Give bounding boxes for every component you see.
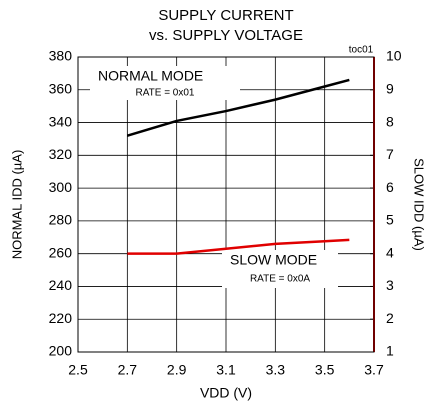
y-tick-label: 300 (49, 179, 73, 195)
y2-tick-label: 8 (386, 113, 394, 129)
annotation: RATE = 0x01 (135, 88, 194, 99)
x-tick-label: 3.7 (364, 362, 384, 378)
x-tick-label: 3.1 (216, 362, 236, 378)
y2-tick-label: 9 (386, 80, 394, 96)
series-line (126, 78, 350, 137)
chart-title: vs. SUPPLY VOLTAGE (149, 27, 303, 44)
y2-tick-label: 4 (386, 244, 394, 260)
y-tick-label: 380 (49, 48, 73, 64)
x-axis-label: VDD (V) (200, 385, 252, 401)
y-axis-label: NORMAL IDD (µA) (9, 150, 24, 260)
y-tick-label: 280 (49, 212, 73, 228)
chart-title: SUPPLY CURRENT (158, 7, 293, 24)
y2-tick-label: 10 (386, 48, 402, 64)
y-tick-label: 340 (49, 113, 73, 129)
x-tick-label: 3.5 (315, 362, 335, 378)
annotation: toc01 (349, 45, 374, 56)
annotation-box (90, 66, 240, 100)
y2-tick-label: 3 (386, 277, 394, 293)
plot-frame (77, 56, 375, 353)
x-tick-label: 2.5 (68, 362, 88, 378)
annotation-box (222, 250, 338, 288)
annotation: SLOW MODE (230, 252, 317, 268)
x-tick-label: 2.7 (118, 362, 138, 378)
y2-tick-label: 1 (386, 343, 394, 359)
y2-tick-label: 5 (386, 212, 394, 228)
y-tick-label: 220 (49, 310, 73, 326)
series-line (127, 238, 350, 255)
x-tick-label: 2.9 (167, 362, 187, 378)
x-tick-label: 3.3 (266, 362, 286, 378)
y-tick-label: 360 (49, 80, 73, 96)
y2-tick-label: 7 (386, 146, 394, 162)
y-tick-label: 260 (49, 244, 73, 260)
y2-tick-label: 2 (386, 310, 394, 326)
annotation: NORMAL MODE (98, 68, 203, 84)
y2-tick-label: 6 (386, 179, 394, 195)
y-tick-label: 320 (49, 146, 73, 162)
y-tick-label: 240 (49, 277, 73, 293)
y2-axis-label: SLOW IDD (µA) (412, 158, 427, 251)
annotation: RATE = 0x0A (250, 274, 310, 285)
y-tick-label: 200 (49, 343, 73, 359)
